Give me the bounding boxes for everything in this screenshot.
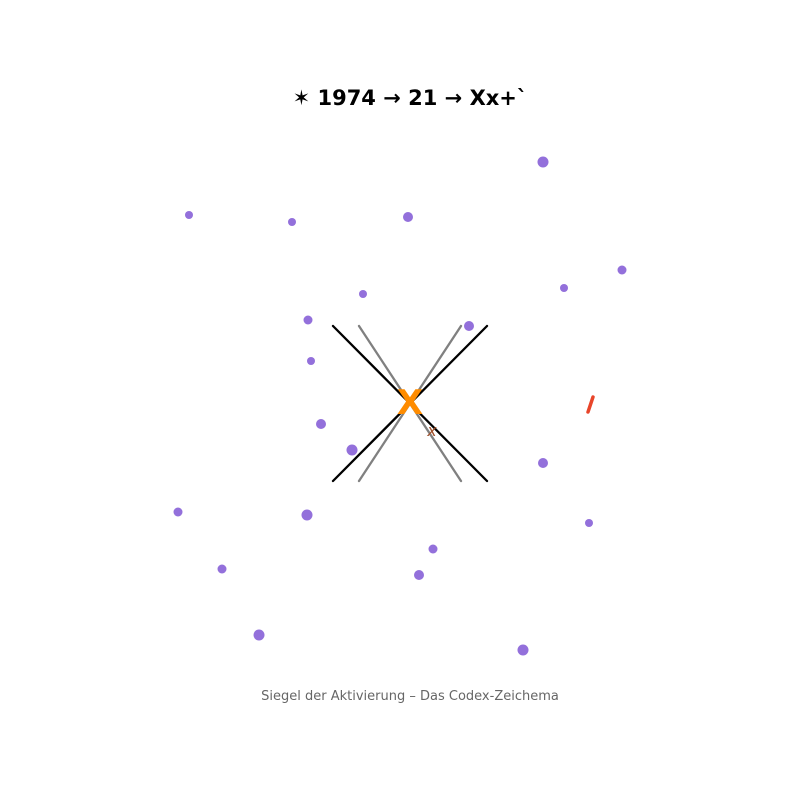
scatter-dot bbox=[173, 507, 183, 517]
scatter-dot bbox=[537, 156, 549, 168]
scatter-dot bbox=[560, 284, 568, 292]
scatter-dot bbox=[517, 644, 529, 656]
scatter-dot bbox=[428, 544, 438, 554]
scatter-dot bbox=[346, 444, 358, 456]
scatter-dot bbox=[464, 321, 474, 331]
scatter-dot bbox=[359, 290, 367, 298]
spark-mark bbox=[586, 395, 595, 414]
small-glyph: x bbox=[426, 421, 437, 440]
scatter-dot bbox=[538, 458, 548, 468]
inner-cross-stroke-2 bbox=[357, 324, 463, 483]
scatter-dot bbox=[253, 629, 265, 641]
page-title: ✶ 1974 → 21 → Xx+` bbox=[292, 86, 528, 110]
scatter-dot bbox=[301, 509, 313, 521]
scatter-dot bbox=[288, 218, 296, 226]
scatter-dot bbox=[217, 564, 227, 574]
scatter-dot bbox=[316, 419, 326, 429]
scatter-dot bbox=[617, 265, 627, 275]
diagram-caption: Siegel der Aktivierung – Das Codex-Zeich… bbox=[261, 689, 559, 704]
inner-cross bbox=[357, 324, 463, 483]
scatter-dots bbox=[173, 156, 627, 656]
scatter-dot bbox=[307, 357, 315, 365]
center-glyph: X bbox=[397, 383, 423, 423]
scatter-dot bbox=[185, 211, 193, 219]
scatter-dot bbox=[403, 212, 413, 222]
scatter-dot bbox=[414, 570, 424, 580]
scatter-dot bbox=[303, 315, 313, 325]
scatter-dot bbox=[585, 519, 593, 527]
